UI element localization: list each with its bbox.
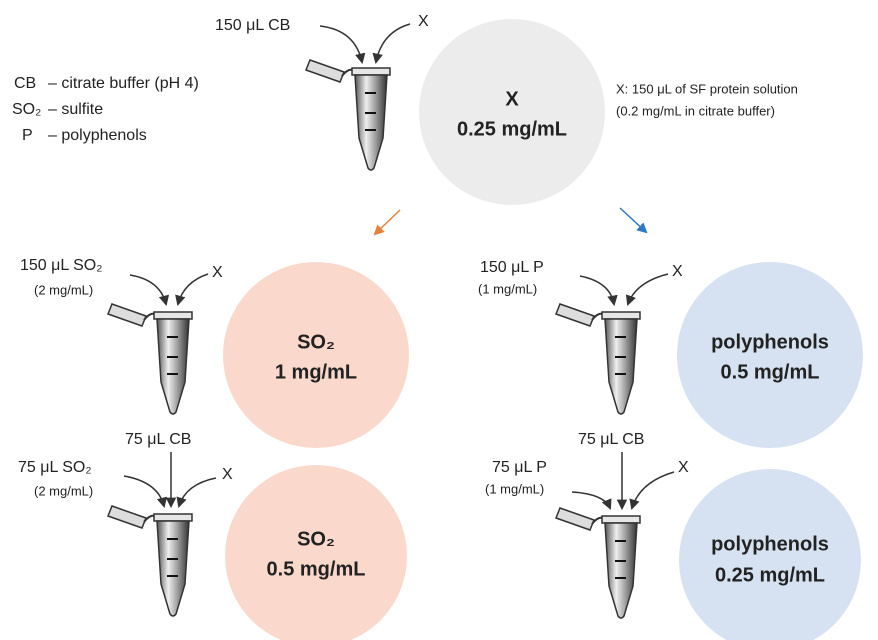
- arrow: [124, 476, 164, 506]
- input-label: 150 μL SO₂: [20, 257, 102, 274]
- buffer-label: 75 μL CB: [578, 431, 644, 448]
- tube: [108, 304, 192, 414]
- circle-title: polyphenols: [711, 533, 829, 555]
- circle: [419, 19, 605, 205]
- arrow: [179, 478, 216, 506]
- input-concentration: (2 mg/mL): [34, 282, 93, 297]
- legend-text: – citrate buffer (pH 4): [48, 75, 199, 92]
- arrow: [632, 472, 674, 508]
- arrow: [572, 492, 610, 508]
- input-label: 75 μL SO₂: [18, 459, 92, 476]
- circle: [677, 262, 863, 448]
- x-label: X: [222, 466, 233, 483]
- input-label: 75 μL P: [492, 459, 547, 476]
- tube: [556, 508, 640, 618]
- diagram: 150 μL CB X X 0.25 mg/mL CB – citrate bu…: [0, 0, 878, 640]
- note: (0.2 mg/mL in citrate buffer): [616, 103, 775, 118]
- legend-abbr: CB: [14, 75, 36, 92]
- legend-text: – polyphenols: [48, 127, 147, 144]
- arrow: [320, 26, 362, 62]
- x-label: X: [212, 264, 223, 281]
- note: X: 150 μL of SF protein solution: [616, 81, 798, 96]
- arrow: [628, 274, 668, 304]
- input-concentration: (1 mg/mL): [478, 281, 537, 296]
- circle-concentration: 0.5 mg/mL: [721, 361, 820, 383]
- buffer-label: 75 μL CB: [125, 431, 191, 448]
- circle-concentration: 0.25 mg/mL: [457, 118, 567, 140]
- page: 150 μL CB X X 0.25 mg/mL CB – citrate bu…: [0, 0, 878, 640]
- input-concentration: (2 mg/mL): [34, 483, 93, 498]
- circle-title: polyphenols: [711, 331, 829, 353]
- arrow: [375, 210, 400, 234]
- circle-title: SO₂: [297, 331, 335, 353]
- circle: [225, 465, 407, 640]
- x-label: X: [678, 459, 689, 476]
- tube: [108, 506, 192, 616]
- circle-title: SO₂: [297, 528, 335, 550]
- circle-concentration: 1 mg/mL: [275, 361, 357, 383]
- tube: [306, 60, 390, 170]
- x-label: X: [672, 263, 683, 280]
- legend-abbr: SO₂: [12, 101, 41, 118]
- x-label: X: [418, 13, 429, 30]
- circle: [223, 262, 409, 448]
- arrow: [178, 274, 208, 304]
- circle-concentration: 0.5 mg/mL: [267, 558, 366, 580]
- input-concentration: (1 mg/mL): [485, 481, 544, 496]
- circle-concentration: 0.25 mg/mL: [715, 564, 825, 586]
- legend-abbr: P: [22, 127, 33, 144]
- legend-text: – sulfite: [48, 101, 103, 118]
- tube: [556, 304, 640, 414]
- arrow: [580, 276, 614, 304]
- arrow: [130, 275, 166, 304]
- input-label: 150 μL P: [480, 259, 544, 276]
- arrow: [620, 208, 646, 232]
- circle-title: X: [505, 88, 519, 110]
- input-label: 150 μL CB: [215, 17, 290, 34]
- arrow: [376, 24, 410, 62]
